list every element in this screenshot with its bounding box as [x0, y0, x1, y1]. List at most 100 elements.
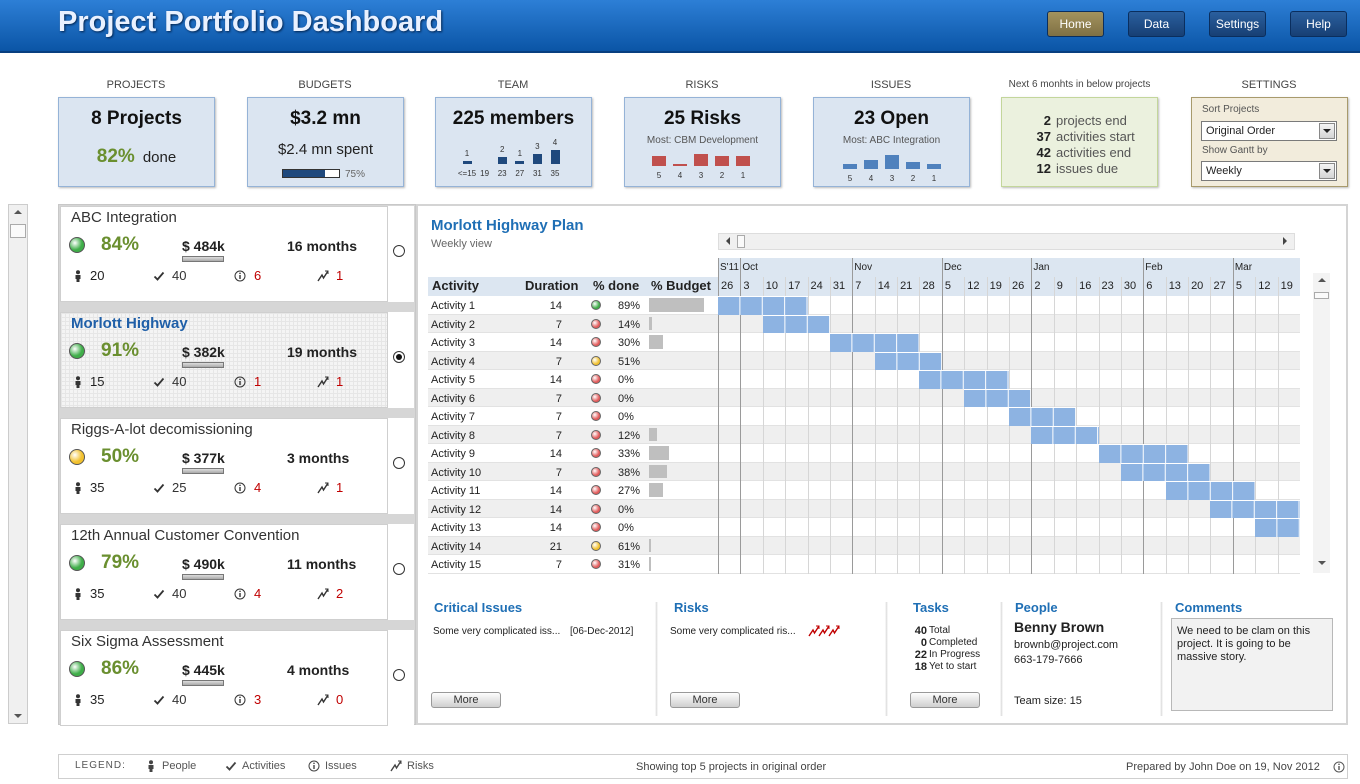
arrow — [1283, 237, 1287, 245]
gantt-bar — [874, 351, 942, 371]
project-card[interactable] — [60, 524, 388, 620]
mini-bar — [673, 164, 687, 166]
h-scroll-thumb[interactable] — [737, 235, 745, 248]
week-divider — [807, 277, 809, 574]
activity-name: Activity 5 — [431, 374, 476, 387]
scrollbar[interactable] — [8, 204, 28, 724]
week-label: 12 — [967, 280, 980, 292]
summary-card — [58, 97, 215, 187]
week-divider — [1255, 277, 1257, 574]
icon-shape — [76, 270, 80, 275]
month-label: Mar — [1234, 262, 1253, 273]
risk-icon — [808, 625, 820, 637]
section-title: Risks — [674, 600, 709, 615]
scroll-thumb[interactable] — [10, 224, 26, 238]
activity-status — [591, 411, 601, 422]
v-scrollbar[interactable] — [1313, 273, 1330, 573]
check-icon — [153, 377, 165, 387]
activity-done: 12% — [618, 429, 641, 442]
activity-row — [428, 296, 1300, 315]
activity-name: Activity 14 — [431, 540, 482, 553]
icon-shape — [148, 765, 154, 772]
card-label: TEAM — [497, 79, 529, 91]
gantt-bar — [718, 296, 808, 315]
select-radio[interactable] — [393, 245, 405, 257]
dropdown[interactable] — [1201, 161, 1337, 181]
more-button[interactable]: More — [910, 692, 980, 708]
select-radio[interactable] — [393, 563, 405, 575]
mini-category: 31 — [532, 169, 542, 178]
activity-done: 0% — [618, 374, 634, 387]
icon-shape — [239, 378, 241, 381]
icon-shape — [75, 381, 81, 388]
icon-shape — [76, 482, 80, 487]
activity-done: 89% — [618, 300, 641, 312]
activity-row — [428, 499, 1300, 519]
people-count: 35 — [90, 586, 105, 601]
nav-button[interactable]: Home — [1047, 11, 1104, 37]
icon-shape — [317, 270, 329, 282]
gantt-bar — [1210, 499, 1300, 519]
project-card[interactable] — [60, 312, 388, 408]
project-card[interactable] — [60, 630, 388, 726]
info-icon — [308, 760, 320, 772]
people-count: 20 — [90, 268, 105, 283]
activity-status — [591, 355, 601, 366]
project-done: 50% — [101, 446, 140, 467]
icon-shape — [75, 487, 81, 494]
arrow — [14, 714, 22, 718]
week-label: 12 — [1258, 280, 1271, 292]
project-card[interactable] — [60, 418, 388, 514]
activity-name: Activity 7 — [431, 411, 476, 424]
select-radio[interactable] — [393, 457, 405, 469]
column-header: Activity — [432, 278, 479, 293]
more-button[interactable]: More — [431, 692, 501, 708]
section-title: Critical Issues — [434, 600, 523, 615]
activity-status — [591, 485, 601, 496]
nav-button[interactable]: Data — [1128, 11, 1185, 37]
v-scroll-thumb[interactable] — [1314, 292, 1329, 299]
activity-duration: 14 — [549, 485, 562, 498]
person-icon — [75, 376, 81, 388]
card-label: Next 6 monhts in below projects — [1008, 79, 1151, 90]
mini-category: 1 — [740, 171, 746, 180]
card-headline: 225 members — [452, 108, 575, 129]
activity-name: Activity 8 — [431, 429, 476, 442]
info-icon — [234, 376, 246, 388]
month-divider — [1232, 258, 1234, 574]
budget-track — [182, 468, 224, 474]
arrow — [1318, 278, 1326, 282]
gantt-bar — [1165, 481, 1256, 500]
dropdown-value: Weekly — [1206, 165, 1242, 177]
week-divider — [1098, 277, 1100, 574]
card-label: PROJECTS — [106, 79, 166, 91]
project-budget: $ 484k — [182, 238, 225, 254]
mini-bar — [736, 155, 750, 166]
risk-icon — [317, 270, 329, 282]
select-radio[interactable] — [393, 669, 405, 681]
activity-duration: 14 — [549, 503, 562, 516]
status-dot — [69, 343, 85, 359]
person-icon — [75, 694, 81, 706]
budget-bar — [649, 464, 668, 479]
project-card[interactable] — [60, 206, 388, 302]
budget-bar — [649, 557, 652, 571]
icon-shape — [234, 482, 246, 494]
gantt-subtitle: Weekly view — [431, 238, 492, 250]
week-divider — [785, 277, 787, 574]
more-button[interactable]: More — [670, 692, 740, 708]
activity-duration: 21 — [549, 540, 562, 553]
h-scrollbar[interactable] — [718, 233, 1295, 250]
activity-done: 0% — [618, 392, 634, 405]
issue-text: Some very complicated iss... — [433, 626, 561, 637]
week-divider — [1188, 277, 1190, 574]
nav-button[interactable]: Settings — [1209, 11, 1266, 37]
dropdown[interactable] — [1201, 121, 1337, 141]
activity-name: Activity 13 — [431, 522, 482, 535]
activity-done: 30% — [618, 337, 641, 350]
week-divider — [1076, 277, 1078, 574]
icon-shape — [153, 695, 165, 705]
nav-button[interactable]: Help — [1290, 11, 1347, 37]
week-divider — [986, 277, 988, 574]
icon-shape — [75, 699, 81, 706]
